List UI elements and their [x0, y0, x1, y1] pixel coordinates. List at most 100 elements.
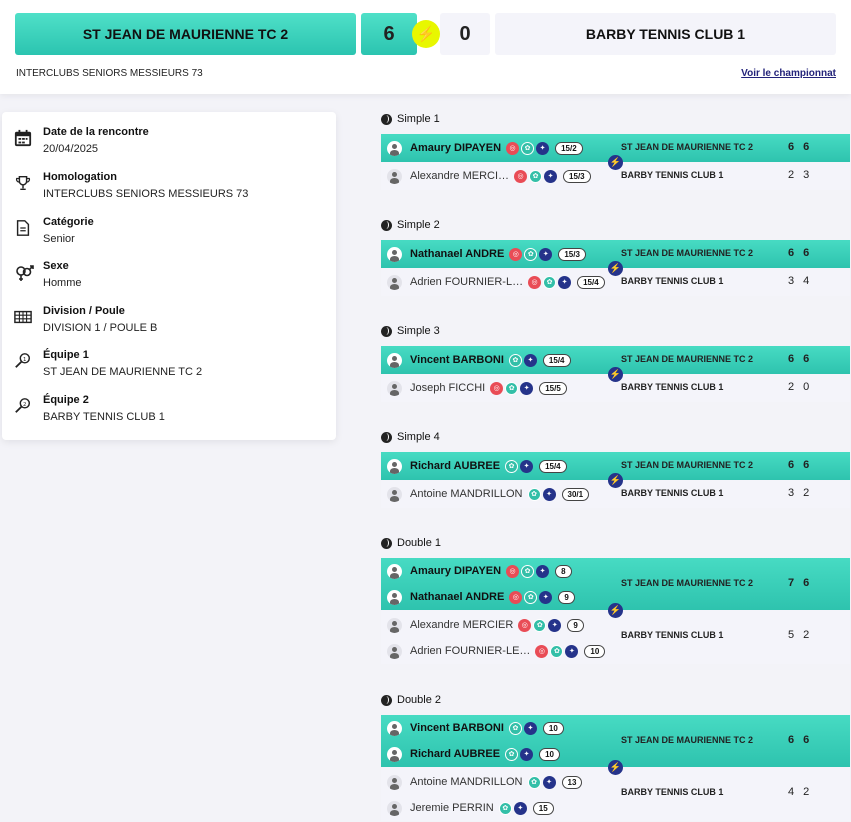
blue-badge-icon: ✦ — [520, 381, 534, 395]
match-title: Simple 2 — [381, 219, 440, 231]
info-row: Division / Poule DIVISION 1 / POULE B — [14, 305, 157, 334]
player-name[interactable]: Jeremie PERRIN — [410, 802, 494, 814]
match-card[interactable]: Amaury DIPAYEN ◎ ✿ ✦ 15/2 ST JEAN DE MAURIENN… — [381, 134, 850, 190]
match-title: Simple 4 — [381, 431, 440, 443]
info-label: Équipe 2 — [43, 394, 89, 406]
championship-link[interactable]: Voir le championnat — [741, 68, 836, 79]
team1-name[interactable]: ST JEAN DE MAURIENNE TC 2 — [15, 13, 356, 55]
player-ranking: 10 — [584, 644, 606, 658]
avatar — [387, 380, 402, 396]
set-score: 4 — [788, 786, 795, 798]
player-badges: ◎ ✿ ✦ 8 — [506, 564, 572, 578]
team-name: BARBY TENNIS CLUB 1 — [621, 488, 724, 498]
player-row[interactable]: Richard AUBREE ✿ ✦ 15/4 — [381, 452, 850, 480]
set-score: 2 — [803, 487, 810, 499]
player-row[interactable]: Richard AUBREE ✿ ✦ 10 — [381, 741, 850, 767]
set-score: 6 — [803, 577, 810, 589]
player-row[interactable]: Vincent BARBONI ✿ ✦ 10 — [381, 715, 850, 741]
winner-block: Vincent BARBONI ✿ ✦ 10 Richard AUBREE ✿ ✦ 10 ST … — [381, 715, 850, 767]
match-card[interactable]: Nathanael ANDRE ◎ ✿ ✦ 15/3 ST JEAN DE MAURIEN… — [381, 240, 850, 296]
player-row[interactable]: Antoine MANDRILLON ✿ ✦ 30/1 — [381, 480, 850, 508]
avatar — [387, 352, 402, 368]
player-name[interactable]: Amaury DIPAYEN — [410, 565, 502, 577]
player-row[interactable]: Amaury DIPAYEN ◎ ✿ ✦ 8 — [381, 558, 850, 584]
green-badge-icon: ✿ — [550, 644, 564, 658]
match-title-text: Simple 1 — [397, 113, 440, 125]
player-row[interactable]: Adrien FOURNIER-L… ◎ ✿ ✦ 15/4 — [381, 268, 850, 296]
match-card[interactable]: Amaury DIPAYEN ◎ ✿ ✦ 8 Nathanael ANDRE ◎ ✿ ✦ 9 ST … — [381, 558, 850, 664]
player-row[interactable]: Antoine MANDRILLON ✿ ✦ 13 — [381, 769, 850, 795]
match-card[interactable]: Vincent BARBONI ✿ ✦ 10 Richard AUBREE ✿ ✦ 10 ST … — [381, 715, 850, 821]
set-score: 3 — [788, 487, 795, 499]
player-name[interactable]: Vincent BARBONI — [410, 354, 504, 366]
loser-block: Antoine MANDRILLON ✿ ✦ 13 Jeremie PERRIN ✿ ✦ 15… — [381, 767, 850, 821]
player-row[interactable]: Nathanael ANDRE ◎ ✿ ✦ 15/3 — [381, 240, 850, 268]
team-name: ST JEAN DE MAURIENNE TC 2 — [621, 248, 754, 258]
player-ranking: 9 — [558, 590, 575, 604]
player-name[interactable]: Nathanael ANDRE — [410, 591, 505, 603]
set-score: 3 — [788, 275, 795, 287]
player-name[interactable]: Adrien FOURNIER-LE… — [410, 645, 531, 657]
info-label: Sexe — [43, 260, 69, 272]
player-row[interactable]: Amaury DIPAYEN ◎ ✿ ✦ 15/2 — [381, 134, 850, 162]
player-name[interactable]: Amaury DIPAYEN — [410, 142, 502, 154]
tennis-ball-icon — [381, 325, 392, 337]
winner-block: Richard AUBREE ✿ ✦ 15/4 ST JEAN DE MAURIENNE… — [381, 452, 850, 480]
lightning-icon: ⚡ — [608, 603, 623, 618]
set-score: 6 — [788, 353, 795, 365]
player-row[interactable]: Nathanael ANDRE ◎ ✿ ✦ 9 — [381, 584, 850, 610]
player-row[interactable]: Adrien FOURNIER-LE… ◎ ✿ ✦ 10 — [381, 638, 850, 664]
gender-icon — [14, 263, 34, 283]
player-ranking: 13 — [561, 775, 583, 789]
player-row[interactable]: Joseph FICCHI ◎ ✿ ✦ 15/5 — [381, 374, 850, 402]
player-name[interactable]: Nathanael ANDRE — [410, 248, 505, 260]
blue-badge-icon: ✦ — [542, 487, 556, 501]
calendar-icon — [14, 129, 34, 149]
player-name[interactable]: Alexandre MERCIER — [410, 619, 514, 631]
player-name[interactable]: Alexandre MERCI… — [410, 170, 510, 182]
green-badge-icon: ✿ — [521, 564, 535, 578]
match-card[interactable]: Richard AUBREE ✿ ✦ 15/4 ST JEAN DE MAURIENNE… — [381, 452, 850, 508]
player-name[interactable]: Adrien FOURNIER-L… — [410, 276, 524, 288]
match-card[interactable]: Vincent BARBONI ✿ ✦ 15/4 ST JEAN DE MAURIENN… — [381, 346, 850, 402]
grid-icon — [14, 308, 34, 328]
player-badges: ✿ ✦ 10 — [505, 747, 560, 761]
player-row[interactable]: Alexandre MERCIER ◎ ✿ ✦ 9 — [381, 612, 850, 638]
player-ranking: 15 — [532, 801, 554, 815]
player-badges: ◎ ✿ ✦ 15/3 — [514, 169, 591, 183]
blue-badge-icon: ✦ — [513, 801, 527, 815]
info-row: 2 Équipe 2 BARBY TENNIS CLUB 1 — [14, 394, 165, 423]
red-badge-icon: ◎ — [509, 247, 523, 261]
match-title-text: Simple 3 — [397, 325, 440, 337]
player-name[interactable]: Vincent BARBONI — [410, 722, 504, 734]
player-ranking: 15/4 — [542, 353, 571, 367]
team-name: BARBY TENNIS CLUB 1 — [621, 630, 724, 640]
player-name[interactable]: Richard AUBREE — [410, 748, 501, 760]
player-row[interactable]: Vincent BARBONI ✿ ✦ 15/4 — [381, 346, 850, 374]
team2-name[interactable]: BARBY TENNIS CLUB 1 — [495, 13, 836, 55]
team2-score: 0 — [440, 13, 490, 55]
avatar — [387, 486, 402, 502]
red-badge-icon: ◎ — [514, 169, 528, 183]
player-ranking: 10 — [542, 721, 564, 735]
info-label: Date de la rencontre — [43, 126, 149, 138]
player-row[interactable]: Alexandre MERCI… ◎ ✿ ✦ 15/3 — [381, 162, 850, 190]
player-name[interactable]: Antoine MANDRILLON — [410, 488, 523, 500]
blue-badge-icon: ✦ — [523, 721, 537, 735]
player-badges: ◎ ✿ ✦ 15/2 — [506, 141, 583, 155]
info-row: Catégorie Senior — [14, 216, 94, 245]
player-name[interactable]: Richard AUBREE — [410, 460, 501, 472]
player-badges: ✿ ✦ 15/4 — [505, 459, 567, 473]
match-title-text: Double 2 — [397, 694, 442, 706]
blue-badge-icon: ✦ — [565, 644, 579, 658]
set-score: 7 — [788, 577, 795, 589]
blue-badge-icon: ✦ — [520, 747, 534, 761]
player-name[interactable]: Antoine MANDRILLON — [410, 776, 523, 788]
player-name[interactable]: Joseph FICCHI — [410, 382, 486, 394]
player-row[interactable]: Jeremie PERRIN ✿ ✦ 15 — [381, 795, 850, 821]
info-label: Équipe 1 — [43, 349, 89, 361]
